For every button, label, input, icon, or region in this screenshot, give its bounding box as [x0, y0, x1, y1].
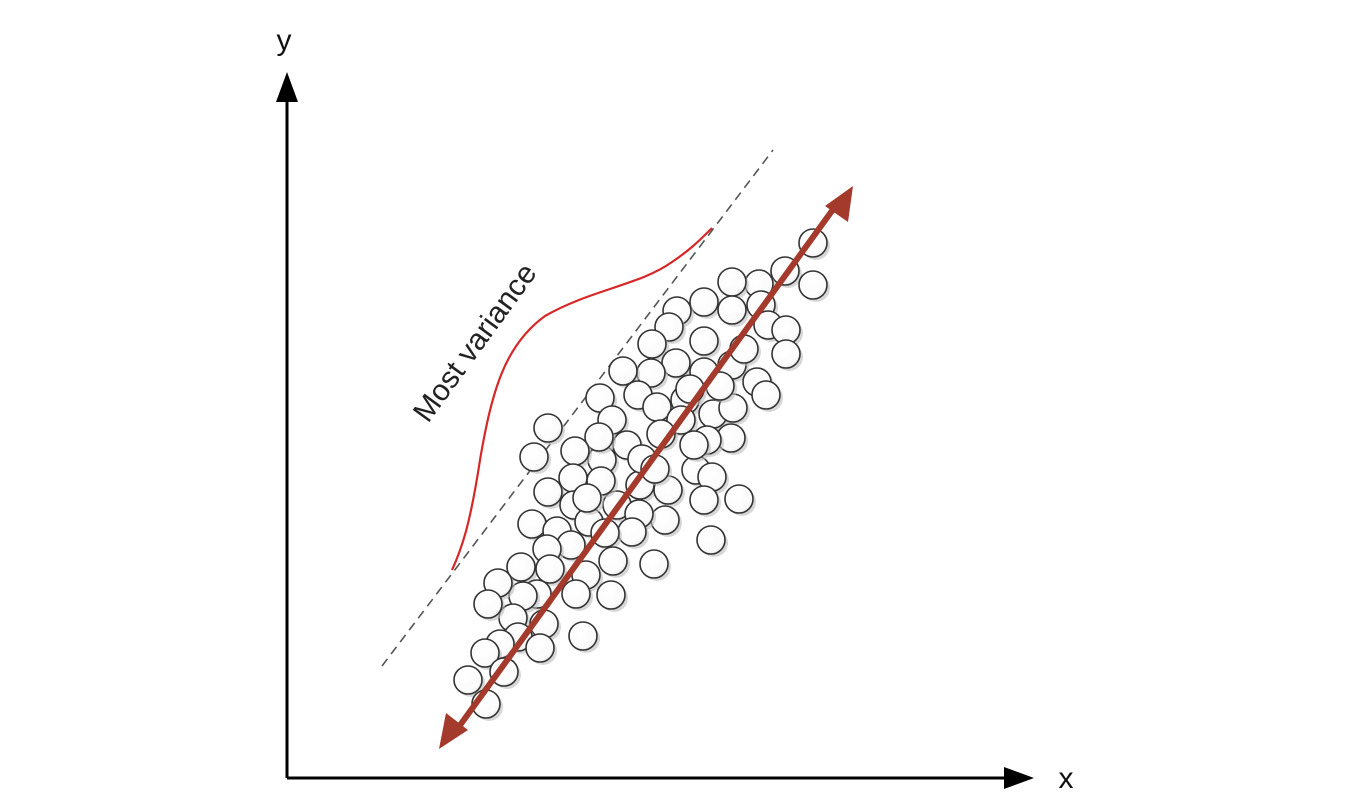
data-point — [517, 509, 547, 539]
variance-distribution-curve — [450, 227, 713, 571]
data-point — [568, 621, 598, 651]
data-point — [661, 348, 691, 378]
data-point — [637, 329, 667, 359]
data-point — [535, 554, 565, 584]
data-point — [689, 326, 719, 356]
arrowhead-up-icon — [276, 72, 298, 102]
data-point — [717, 295, 747, 325]
data-point — [798, 270, 828, 300]
data-point — [473, 589, 503, 619]
data-point — [608, 356, 638, 386]
data-point — [724, 484, 754, 514]
axes: y x — [276, 24, 1074, 795]
y-axis-label: y — [277, 24, 292, 57]
data-point — [751, 380, 781, 410]
most-variance-label: Most variance — [407, 258, 543, 428]
data-point — [533, 413, 563, 443]
data-point — [525, 633, 555, 663]
data-point — [453, 665, 483, 695]
data-point — [470, 638, 500, 668]
x-axis-label: x — [1059, 762, 1074, 795]
dashed-projection-line — [381, 149, 774, 667]
data-point — [689, 287, 719, 317]
data-point — [717, 267, 747, 297]
data-point — [584, 422, 614, 452]
data-point — [617, 517, 647, 547]
data-point — [572, 483, 602, 513]
data-point — [561, 579, 591, 609]
data-point — [771, 339, 801, 369]
double-arrowhead-icon — [825, 186, 853, 222]
data-point — [533, 477, 563, 507]
data-point — [689, 485, 719, 515]
principal-axis-line — [455, 205, 837, 731]
principal-axis-arrow — [439, 186, 853, 749]
scatter-points — [453, 228, 830, 721]
data-point — [679, 430, 709, 460]
data-point — [598, 546, 628, 576]
data-point — [560, 436, 590, 466]
arrowhead-right-icon — [1004, 767, 1034, 789]
data-point — [519, 442, 549, 472]
data-point — [590, 518, 620, 548]
data-point — [596, 580, 626, 610]
data-point — [639, 549, 669, 579]
data-point — [506, 552, 536, 582]
data-point — [696, 525, 726, 555]
double-arrowhead-icon — [439, 713, 468, 749]
